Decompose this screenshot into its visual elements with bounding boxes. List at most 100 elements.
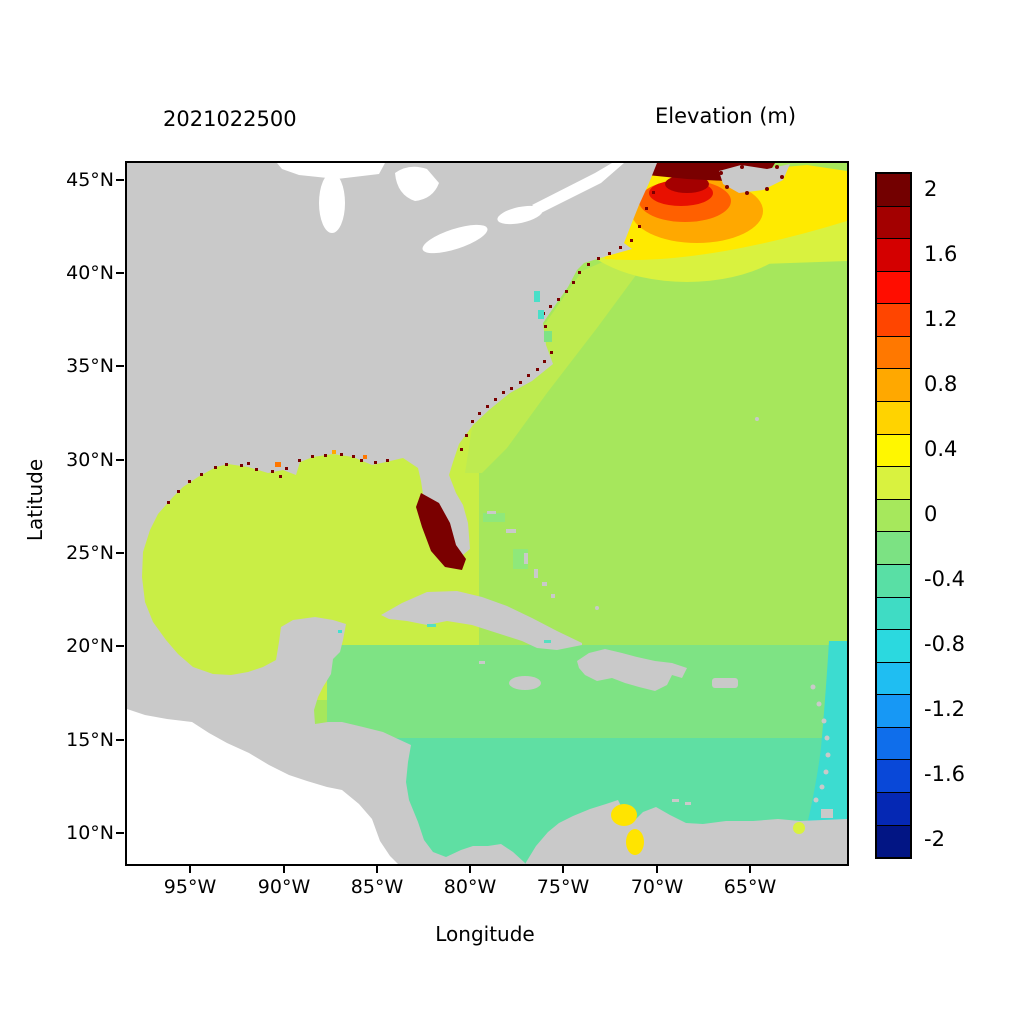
cuba-east-teal-speck (544, 640, 551, 643)
colorbar-tick-label: 1.2 (924, 307, 958, 331)
x-axis-label: Longitude (435, 922, 535, 946)
y-tick-mark (116, 645, 124, 647)
y-tick-mark (116, 179, 124, 181)
land-jamaica (509, 676, 541, 690)
colorbar-tick-label: 2 (924, 177, 938, 201)
venezuela-yellow-spot (611, 804, 637, 826)
colorbar-segment (877, 433, 910, 467)
colorbar-title: Elevation (m) (655, 104, 797, 128)
tropical-cyan-zone (797, 641, 847, 864)
colorbar-segment (877, 238, 910, 271)
x-tick-mark (189, 865, 191, 873)
colorbar-segment (877, 824, 910, 858)
y-tick-label: 45°N (66, 169, 114, 191)
land-cuba (381, 591, 582, 650)
colorbar-segment (877, 174, 910, 206)
y-tick-label: 20°N (66, 635, 114, 657)
land-curacao (672, 799, 679, 802)
y-tick-label: 35°N (66, 355, 114, 377)
colorbar-tick-label: -1.2 (924, 697, 965, 721)
colorbar-segment (877, 531, 910, 564)
colorbar-tick-label: -1.6 (924, 762, 965, 786)
map-plot-area (125, 161, 849, 866)
y-tick-mark (116, 552, 124, 554)
gulf-coast-surge-speckles (167, 453, 389, 504)
colorbar-tick-label: 0.8 (924, 372, 958, 396)
y-tick-label: 25°N (66, 542, 114, 564)
maracaibo-yellow-spot (626, 829, 644, 855)
mobile-orange-spot (332, 450, 336, 454)
land-hispaniola (577, 649, 687, 691)
x-tick-label: 80°W (443, 876, 497, 898)
run-timestamp-title: 2021022500 (163, 107, 297, 131)
southeast-yellow-green-spot (793, 822, 805, 834)
x-tick-mark (469, 865, 471, 873)
panhandle-orange-spot (363, 455, 367, 459)
bahama-bank-patch-1 (483, 513, 505, 522)
x-tick-label: 65°W (723, 876, 777, 898)
x-tick-label: 70°W (630, 876, 684, 898)
pamlico-teal-patch (534, 291, 540, 302)
y-tick-label: 30°N (66, 449, 114, 471)
colorbar-segment (877, 368, 910, 402)
lake-superior (277, 163, 385, 179)
louisiana-orange-spot (275, 462, 281, 467)
colorbar-segment (877, 726, 910, 760)
x-tick-mark (749, 865, 751, 873)
land-north-america (127, 163, 657, 864)
colorbar-segment (877, 205, 910, 239)
colorbar-segment (877, 694, 910, 727)
y-tick-mark (116, 272, 124, 274)
lake-huron (395, 166, 439, 201)
lake-erie (422, 224, 488, 254)
x-tick-label: 90°W (257, 876, 311, 898)
y-tick-mark (116, 832, 124, 834)
y-tick-label: 10°N (66, 822, 114, 844)
land-lesser-antilles (810, 684, 831, 803)
colorbar-segment (877, 629, 910, 662)
colorbar-segment (877, 791, 910, 825)
x-tick-mark (283, 865, 285, 873)
colorbar-segment (877, 270, 910, 304)
y-tick-label: 15°N (66, 729, 114, 751)
colorbar-segment (877, 563, 910, 597)
land-south-america (525, 800, 847, 864)
x-tick-label: 95°W (163, 876, 217, 898)
y-axis-label: Latitude (23, 458, 47, 542)
x-tick-label: 75°W (536, 876, 590, 898)
colorbar-segment (877, 335, 910, 369)
colorbar-tick-label: 0 (924, 502, 938, 526)
land-trinidad (821, 809, 833, 818)
lake-ontario (497, 205, 543, 225)
yucatan-cyan-speck (338, 630, 342, 633)
east-coast-surge-speckles (460, 191, 655, 451)
colorbar-segment (877, 466, 910, 499)
land-turks (595, 606, 599, 610)
lake-michigan (319, 173, 345, 233)
colorbar-tick-label: -0.8 (924, 632, 965, 656)
colorbar-segment (877, 596, 910, 630)
bahamas-islands (487, 511, 555, 598)
sound-teal-patch (538, 310, 544, 319)
colorbar-segment (877, 661, 910, 695)
land-nova-scotia (719, 164, 790, 193)
st-lawrence-river (532, 163, 624, 213)
x-tick-label: 85°W (350, 876, 404, 898)
land-bermuda (755, 417, 759, 421)
colorbar (875, 172, 912, 859)
land-puerto-rico (712, 678, 738, 688)
pacific-out-of-domain (127, 709, 398, 864)
y-tick-mark (116, 459, 124, 461)
y-tick-label: 40°N (66, 262, 114, 284)
land-bonaire (685, 802, 691, 805)
colorbar-tick-label: -0.4 (924, 567, 965, 591)
land-group (127, 163, 847, 864)
colorbar-segment (877, 303, 910, 336)
sw-florida-extreme-surge (416, 493, 466, 570)
x-tick-mark (562, 865, 564, 873)
colorbar-tick-label: -2 (924, 827, 945, 851)
lakes-group (277, 163, 624, 254)
nova-scotia-surge-speckles (719, 165, 784, 195)
colorbar-tick-label: 1.6 (924, 242, 958, 266)
